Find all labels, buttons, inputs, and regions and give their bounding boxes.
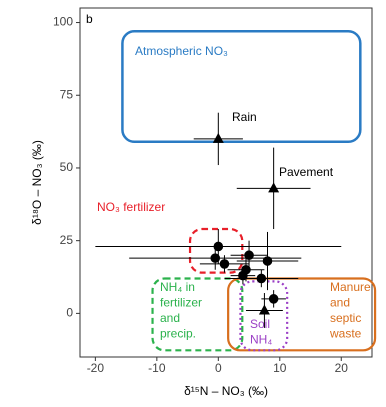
y-tick-label: 0 bbox=[66, 306, 73, 320]
annotation: Rain bbox=[232, 110, 257, 124]
y-axis-label: δ¹⁸O – NO₃ (‰) bbox=[30, 140, 44, 225]
source-region bbox=[188, 227, 244, 274]
point bbox=[219, 259, 230, 269]
plot-panel bbox=[79, 7, 373, 358]
source-region bbox=[227, 277, 377, 352]
region-label-line: Soil bbox=[250, 317, 270, 331]
y-tick-label: 50 bbox=[60, 160, 74, 174]
point bbox=[210, 253, 221, 263]
point bbox=[268, 182, 280, 193]
region-label-line: and bbox=[330, 296, 350, 310]
region-label-line: NH₄ bbox=[250, 333, 272, 347]
region-label: NO₃ fertilizer bbox=[97, 200, 165, 214]
region-label: Soil NH₄ bbox=[250, 317, 272, 347]
region-label-line: Manure bbox=[330, 280, 371, 294]
x-axis-label: δ¹⁵N – NO₃ (‰) bbox=[184, 384, 268, 398]
y-tick-label: 100 bbox=[53, 15, 73, 29]
region-label-line: septic bbox=[330, 311, 361, 325]
y-tick-label: 75 bbox=[60, 87, 74, 101]
point bbox=[238, 270, 248, 281]
x-tick-label: 0 bbox=[215, 361, 222, 375]
point bbox=[213, 241, 224, 252]
point bbox=[258, 304, 270, 315]
source-region bbox=[121, 30, 362, 144]
x-tick-label: -10 bbox=[148, 361, 166, 375]
panel-label: b bbox=[86, 12, 93, 26]
region-label: Atmospheric NO₃ bbox=[135, 44, 228, 58]
point bbox=[256, 273, 267, 284]
x-tick-label: 20 bbox=[335, 361, 349, 375]
point bbox=[262, 256, 273, 266]
annotation: Pavement bbox=[279, 165, 334, 179]
y-tick-label: 25 bbox=[60, 233, 74, 247]
x-tick-label: 10 bbox=[273, 361, 287, 375]
region-label-line: precip. bbox=[160, 327, 196, 341]
region-label: NH₄ in fertilizer and precip. bbox=[160, 280, 202, 341]
region-label-line: fertilizer bbox=[160, 296, 202, 310]
source-region bbox=[151, 277, 244, 352]
region-label-line: waste bbox=[329, 327, 362, 341]
region-label: Manure and septic waste bbox=[329, 280, 371, 341]
region-label-line: and bbox=[160, 311, 180, 325]
point bbox=[212, 132, 224, 143]
region-label-line: NH₄ in bbox=[160, 280, 195, 294]
point bbox=[244, 250, 254, 261]
x-tick-label: -20 bbox=[87, 361, 105, 375]
point bbox=[268, 294, 279, 304]
